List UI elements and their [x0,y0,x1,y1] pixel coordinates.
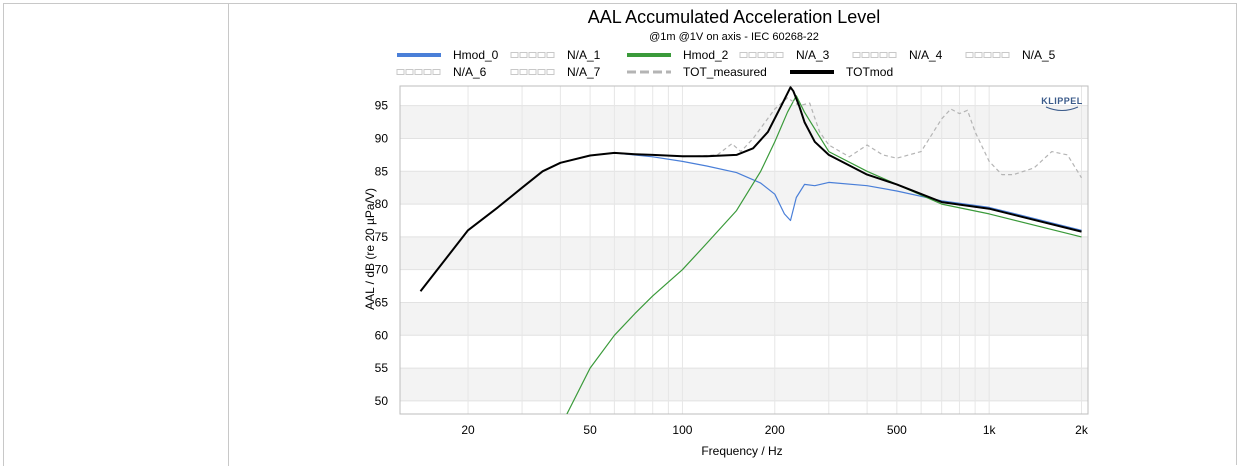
legend-swatch [519,69,528,75]
x-tick-label: 2k [1075,423,1089,437]
legend-swatch [414,69,423,75]
y-tick-label: 85 [375,164,389,178]
legend-label: N/A_4 [909,48,943,62]
legend-swatch [510,69,519,75]
left-empty-panel [3,3,229,466]
legend-swatch [790,70,834,74]
legend-item: Hmod_0 [397,48,499,62]
legend-swatch [528,52,537,58]
legend-swatch [510,52,519,58]
legend-swatch [852,52,861,58]
legend-swatch [739,52,748,58]
grid-band [400,236,1088,270]
legend-swatch [766,52,775,58]
legend-swatch [992,52,1001,58]
legend-swatch [627,53,671,57]
legend-swatch [974,52,983,58]
legend-swatch [405,69,414,75]
x-tick-label: 1k [983,423,997,437]
x-tick-label: 500 [887,423,907,437]
plot-bands [400,105,1088,401]
legend-swatch [528,69,537,75]
series-totmod [419,86,1082,292]
legend-item: N/A_6 [396,65,487,79]
legend-label: N/A_3 [796,48,830,62]
plot-area: 50 55 60 65 70 75 80 85 90 95 20 50 100 200 500 1k 2k [375,85,1089,437]
y-tick-label: 65 [375,295,389,309]
legend-swatch [397,53,441,57]
legend-item: N/A_1 [510,48,601,62]
klippel-logo: KLIPPEL [1041,96,1083,111]
chart-subtitle: @1m @1V on axis - IEC 60268-22 [649,31,819,43]
chart-title: AAL Accumulated Acceleration Level [588,7,881,27]
legend-swatch [537,69,546,75]
legend-swatch [396,69,405,75]
x-tick-label: 50 [583,423,597,437]
y-tick-label: 70 [375,263,389,277]
frame-right-border [1236,3,1237,465]
legend-label: N/A_7 [567,65,601,79]
y-tick-label: 90 [375,131,389,145]
legend-swatch [775,52,784,58]
x-tick-label: 100 [672,423,692,437]
legend-label: Hmod_2 [683,48,729,62]
x-tick-label: 20 [461,423,475,437]
legend-label: TOTmod [846,65,893,79]
ticks: 50 55 60 65 70 75 80 85 90 95 20 50 100 200 500 1k 2k [375,99,1089,437]
klippel-logo-swoosh [1045,106,1079,111]
legend-swatch [537,52,546,58]
legend-swatch [965,52,974,58]
legend-label: Hmod_0 [453,48,499,62]
legend-label: N/A_6 [453,65,487,79]
frame-top-border [228,3,1236,4]
legend-swatch [432,69,441,75]
legend-swatch [888,52,897,58]
y-axis-label: AAL / dB (re 20 µPa/V) [363,188,377,310]
legend-item: N/A_3 [739,48,830,62]
legend-swatch [879,52,888,58]
y-tick-label: 55 [375,361,389,375]
y-tick-label: 80 [375,197,389,211]
grid [400,86,1088,414]
legend-swatch [546,69,555,75]
y-tick-label: 60 [375,328,389,342]
x-axis-label: Frequency / Hz [701,444,782,458]
y-tick-label: 95 [375,99,389,113]
legend-swatch [983,52,992,58]
legend-item: N/A_5 [965,48,1056,62]
y-tick-label: 75 [375,230,389,244]
series-tot-measured [682,97,1083,179]
legend-item: TOTmod [790,65,893,79]
series-lines [419,86,1083,414]
legend-item: TOT_measured [627,65,767,79]
legend-swatch [870,52,879,58]
legend-label: N/A_1 [567,48,601,62]
grid-band [400,368,1088,401]
legend-swatch [861,52,870,58]
legend-swatch [423,69,432,75]
legend-swatch [519,52,528,58]
legend-label: N/A_5 [1022,48,1056,62]
grid-band [400,302,1088,336]
legend-item: Hmod_2 [627,48,729,62]
legend-item: N/A_7 [510,65,601,79]
x-tick-label: 200 [765,423,785,437]
legend-swatch [1001,52,1010,58]
legend-swatch [748,52,757,58]
legend: Hmod_0 N/A_1 Hmod_2 N/A_3 N/A_4 N/A_5 N/A_6 N/A… [396,48,1056,79]
klippel-logo-text: KLIPPEL [1041,96,1083,106]
legend-item: N/A_4 [852,48,943,62]
plot-frame [399,85,1089,415]
legend-swatch [546,52,555,58]
legend-swatch [757,52,766,58]
series-hmod-0 [614,152,1082,231]
grid-band [400,105,1088,139]
legend-label: TOT_measured [683,65,767,79]
y-tick-label: 50 [375,394,389,408]
